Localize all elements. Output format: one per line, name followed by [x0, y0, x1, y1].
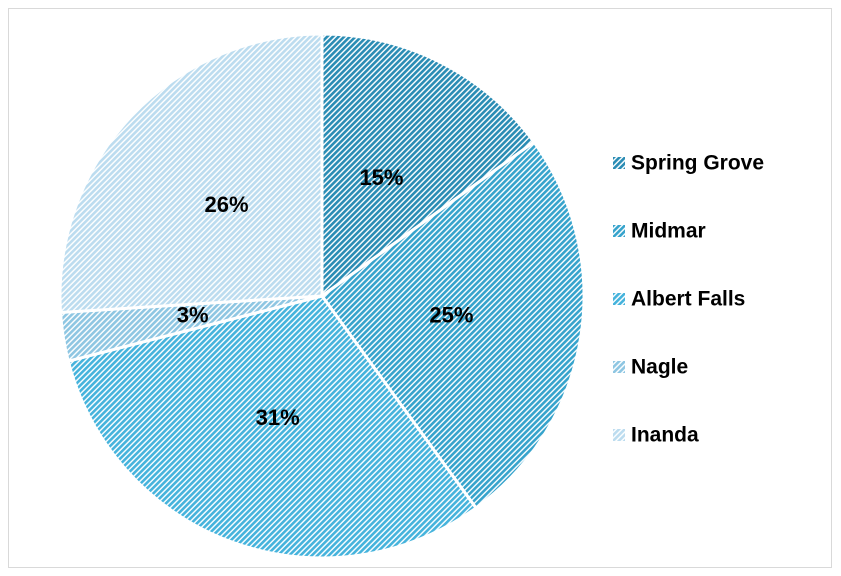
- pie-slice: [320, 32, 537, 299]
- legend-swatch: [613, 225, 625, 237]
- legend-label: Albert Falls: [631, 288, 745, 311]
- pie-slice: [319, 139, 586, 511]
- legend-label: Midmar: [631, 220, 706, 243]
- legend-swatch: [613, 293, 625, 305]
- data-label: 15%: [359, 165, 403, 190]
- data-label: 25%: [429, 302, 473, 327]
- legend-label: Inanda: [631, 424, 699, 447]
- pie-slice: [66, 294, 479, 560]
- legend-label: Nagle: [631, 356, 688, 379]
- data-label: 26%: [204, 192, 248, 217]
- legend-swatch: [613, 157, 625, 169]
- legend-swatch: [613, 429, 625, 441]
- data-label: 3%: [177, 302, 209, 327]
- data-label: 31%: [256, 405, 300, 430]
- legend-swatch: [613, 361, 625, 373]
- legend-label: Spring Grove: [631, 152, 764, 175]
- pie-slice: [58, 32, 324, 315]
